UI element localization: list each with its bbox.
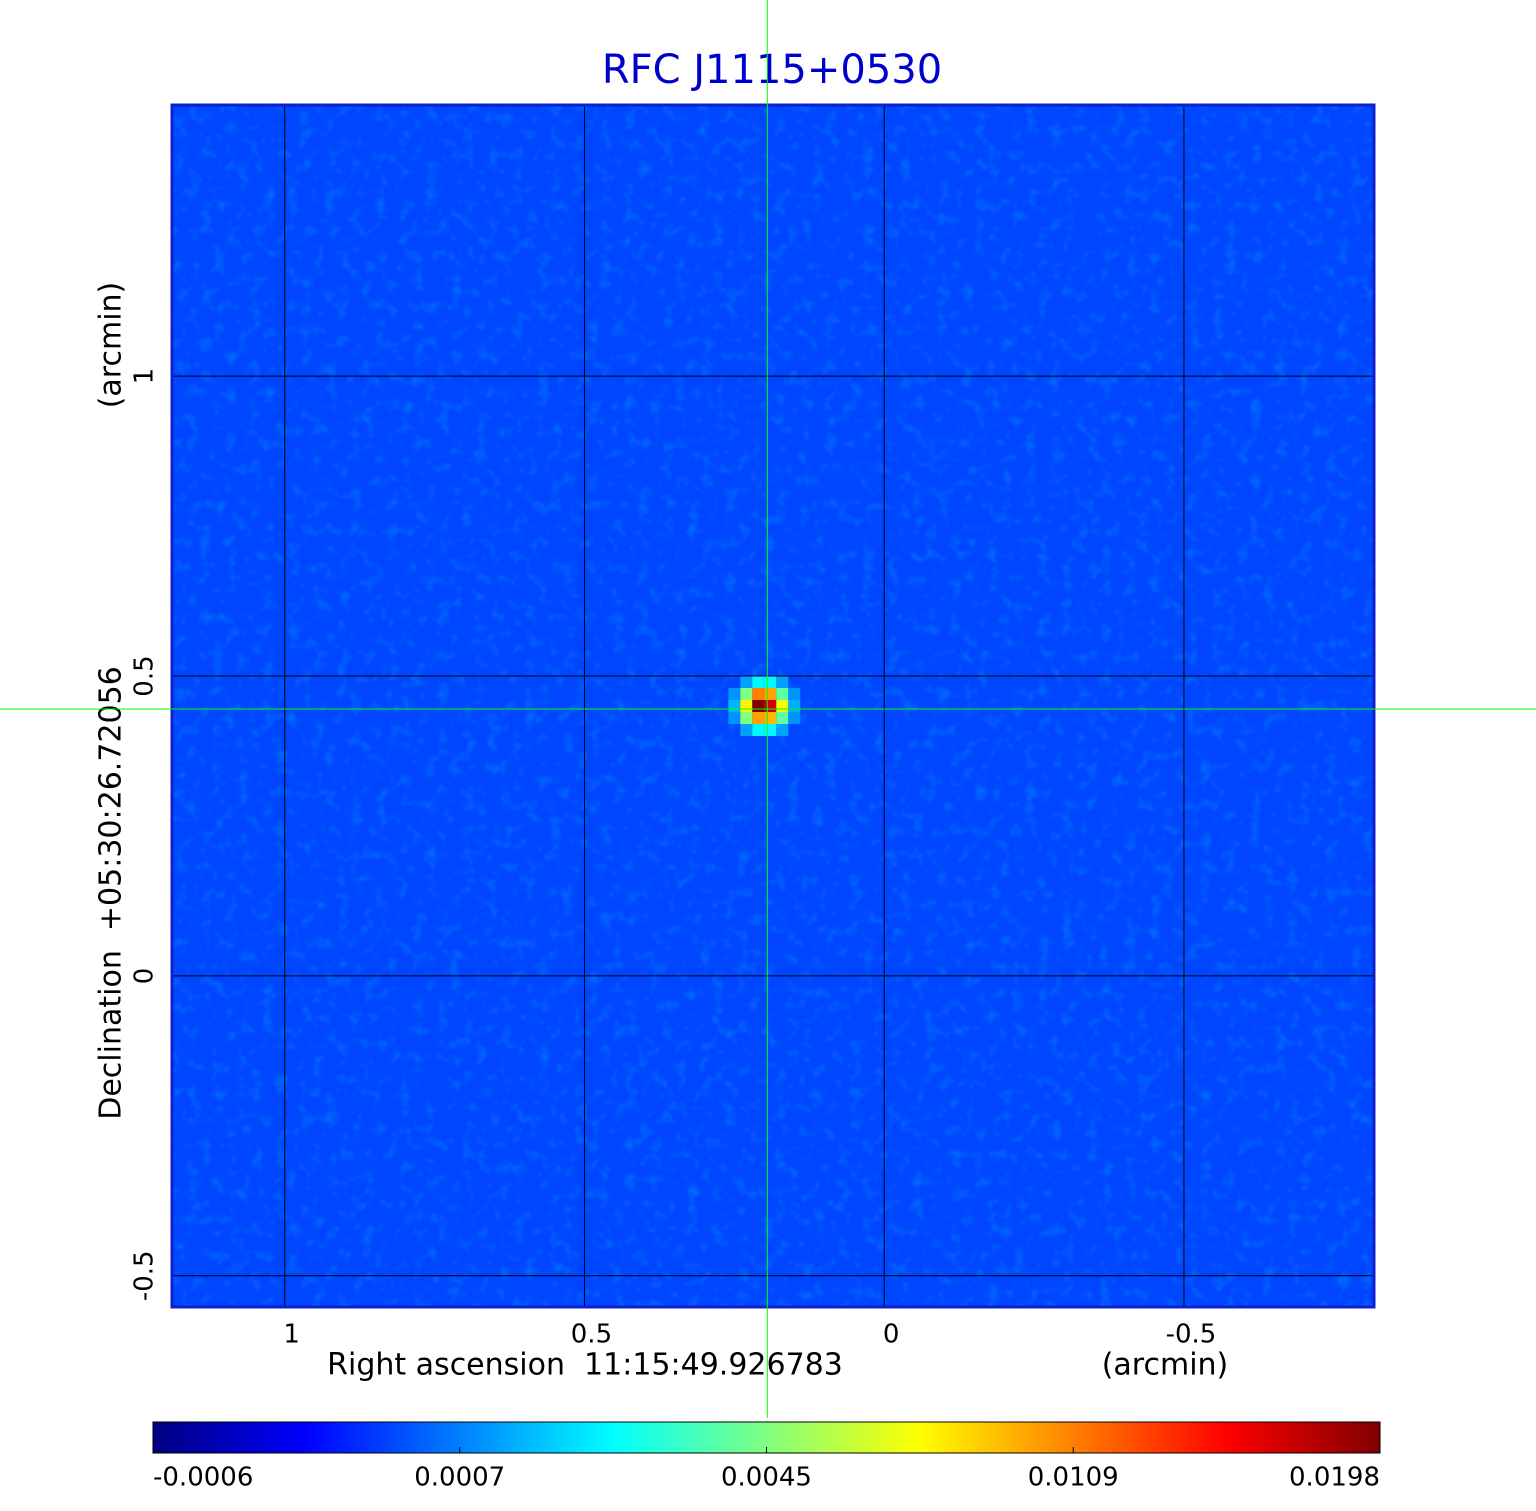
x-tick-label: 0.5 [571,1320,612,1350]
pixel [776,711,789,724]
x-axis-label: Right ascension 11:15:49.926783 [327,1348,843,1383]
y-axis-label: Declination +05:30:26.72056 [94,666,129,1120]
colorbar-tick-label: 0.0007 [414,1463,505,1493]
pixel [764,700,777,712]
pixel [740,688,753,701]
pixel [740,711,753,724]
pixel [764,711,777,724]
pixel [752,688,765,701]
pixel [776,688,789,701]
pixel [788,688,801,701]
pixel [728,700,741,712]
pixel [740,723,753,736]
y-tick-label: 0 [130,968,160,985]
colorbar-tick-label: 0.0198 [1289,1463,1380,1493]
pixel [740,676,753,689]
colorbar-tick-label: 0.0045 [721,1463,812,1493]
pixel [728,688,741,701]
x-tick-label: 0 [883,1320,900,1350]
pixel [752,700,765,712]
pixel [752,723,765,736]
pixel [788,711,801,724]
x-tick-label: 1 [283,1320,300,1350]
colorbar-tick-label: 0.0109 [1028,1463,1119,1493]
pixel [764,688,777,701]
x-axis-unit: (arcmin) [1102,1348,1229,1383]
x-tick-label: -0.5 [1166,1320,1217,1350]
pixel [752,676,765,689]
pixel [788,700,801,712]
colorbar-tick-label: -0.0006 [153,1463,253,1493]
pixel [776,723,789,736]
chart-title: RFC J1115+0530 [602,47,942,93]
pixel [728,711,741,724]
y-axis-unit: (arcmin) [94,282,129,409]
image [172,105,1374,1307]
y-tick-label: 0.5 [130,655,160,696]
y-tick-label: 1 [130,368,160,385]
y-tick-label: -0.5 [130,1250,160,1301]
pixel [776,700,789,712]
image-frame [170,103,1376,1309]
pixel [764,676,777,689]
pixel [752,711,765,724]
pixel [740,700,753,712]
pixel [776,676,789,689]
pixel [764,723,777,736]
